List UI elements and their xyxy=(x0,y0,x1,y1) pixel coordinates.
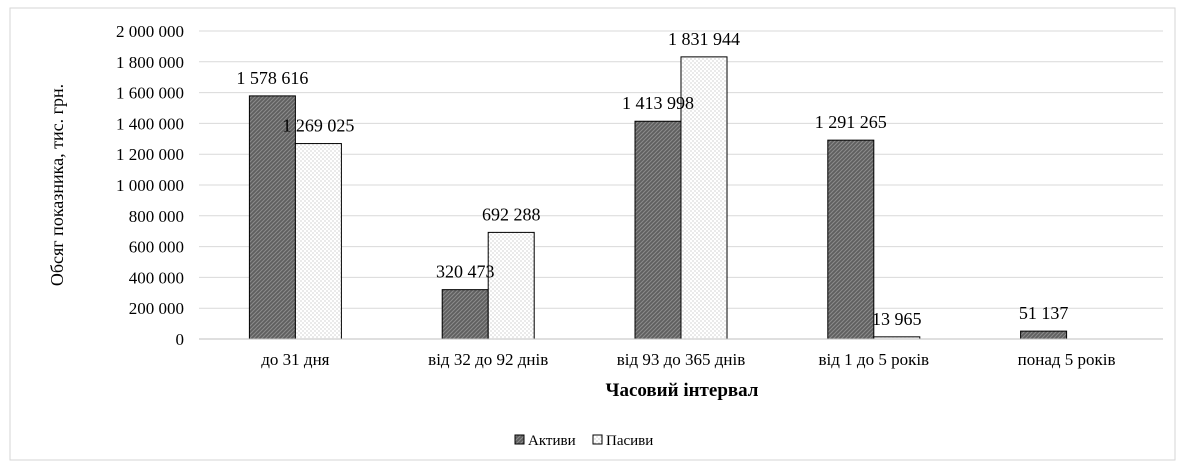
x-axis-title: Часовий інтервал xyxy=(606,380,759,401)
data-label: 320 473 xyxy=(436,262,495,282)
bar-pasyvy xyxy=(294,143,342,340)
legend-swatch-aktyvy xyxy=(514,434,525,445)
bar-aktyvy xyxy=(1020,330,1068,340)
bar-pasyvy xyxy=(487,231,535,340)
y-tick-label: 0 xyxy=(176,330,185,349)
bar-aktyvy xyxy=(827,139,875,340)
legend-swatch-pasyvy xyxy=(592,434,603,445)
data-label: 51 137 xyxy=(1019,303,1069,323)
y-tick-label: 800 000 xyxy=(129,207,184,226)
data-label: 1 269 025 xyxy=(282,116,354,136)
data-label: 1 413 998 xyxy=(622,93,694,113)
y-tick-label: 1 400 000 xyxy=(116,114,184,133)
data-label: 692 288 xyxy=(482,204,541,224)
legend: Активи Пасиви xyxy=(514,433,653,449)
data-label: 1 291 265 xyxy=(815,112,887,132)
x-tick-label: понад 5 років xyxy=(1018,350,1116,369)
x-tick-label: від 32 до 92 днів xyxy=(428,350,548,369)
bar-aktyvy xyxy=(441,289,489,340)
legend-label: Пасиви xyxy=(606,433,653,449)
y-tick-label: 1 000 000 xyxy=(116,176,184,195)
x-axis-ticks: до 31 дня від 32 до 92 днів від 93 до 365 … xyxy=(261,350,1115,369)
legend-label: Активи xyxy=(528,433,576,449)
y-tick-label: 400 000 xyxy=(129,268,184,287)
data-label: 1 831 944 xyxy=(668,29,740,49)
bar-aktyvy xyxy=(634,120,682,340)
data-label: 13 965 xyxy=(872,309,922,329)
y-axis-title: Обсяг показника, тис. грн. xyxy=(47,84,67,286)
y-tick-label: 1 200 000 xyxy=(116,145,184,164)
y-axis-ticks: 0 200 000 400 000 600 000 800 000 1 000 000 1 … xyxy=(116,22,184,349)
x-tick-label: від 1 до 5 років xyxy=(819,350,930,369)
y-tick-label: 600 000 xyxy=(129,238,184,257)
x-tick-label: від 93 до 365 днів xyxy=(617,350,746,369)
data-labels: 1 578 616 1 269 025 320 473 692 288 1 413 99… xyxy=(236,29,1068,329)
y-tick-label: 2 000 000 xyxy=(116,22,184,41)
bar-pasyvy xyxy=(680,56,728,340)
y-tick-label: 1 600 000 xyxy=(116,84,184,103)
y-tick-label: 1 800 000 xyxy=(116,53,184,72)
plot-frame xyxy=(9,7,1176,461)
y-tick-label: 200 000 xyxy=(129,299,184,318)
x-tick-label: до 31 дня xyxy=(261,350,329,369)
data-label: 1 578 616 xyxy=(236,68,308,88)
